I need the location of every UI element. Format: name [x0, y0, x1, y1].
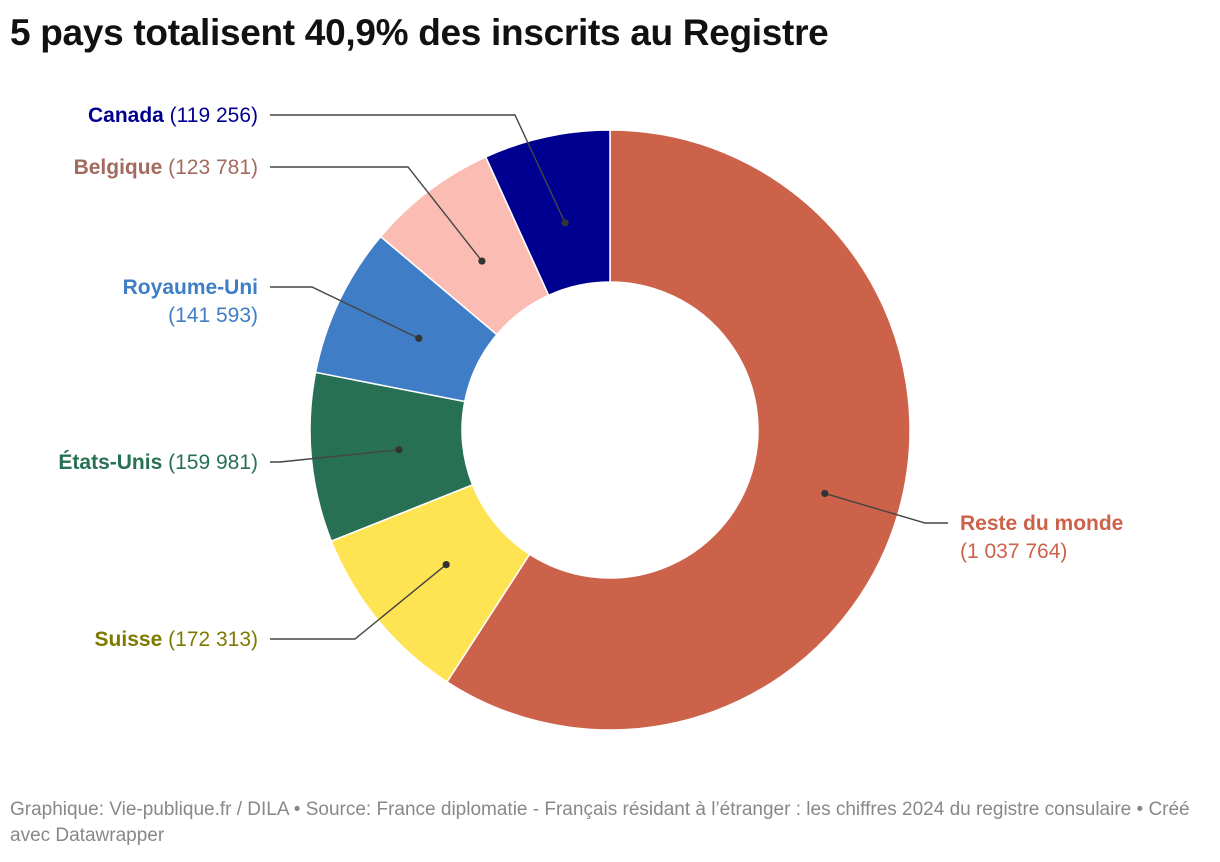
slice-reste-du-monde — [445, 129, 911, 731]
label-value: (159 981) — [162, 451, 258, 474]
label-value: (172 313) — [162, 628, 258, 651]
leader-dot-suisse — [442, 560, 450, 569]
label-canada: Canada (119 256) — [88, 104, 258, 127]
chart-footer: Graphique: Vie-publique.fr / DILA • Sour… — [10, 799, 1190, 846]
label-etats-unis: États-Unis (159 981) — [58, 451, 258, 474]
leader-dot-canada — [561, 219, 569, 227]
label-royaume-uni: Royaume-Uni (141 593) — [123, 276, 258, 327]
footer-credit: Graphique: Vie-publique.fr / DILA — [10, 799, 289, 820]
slice-labels: Reste du monde (1 037 764) Suisse (172 313… — [58, 104, 1123, 651]
leader-line-canada — [270, 114, 566, 224]
label-reste-du-monde: Reste du monde (1 037 764) — [960, 512, 1123, 563]
label-name: États-Unis — [58, 451, 162, 474]
label-name: Reste du monde — [960, 512, 1123, 535]
footer-source: Source: France diplomatie - Français rés… — [305, 799, 1132, 820]
leader-line-belgique — [270, 166, 483, 262]
label-value: (119 256) — [164, 104, 258, 127]
label-leader-lines — [270, 114, 948, 640]
label-suisse: Suisse (172 313) — [95, 628, 258, 651]
leader-dot-reste-du-monde — [821, 489, 829, 498]
label-name: Suisse — [95, 628, 163, 651]
leader-line-etats-unis — [270, 448, 399, 463]
leader-line-royaume-uni — [270, 286, 420, 339]
leader-dot-etats-unis — [395, 446, 403, 454]
leader-line-reste-du-monde — [824, 492, 948, 524]
label-name: Belgique — [74, 156, 163, 179]
footer-tool: Créé avec Datawrapper — [10, 799, 1190, 846]
label-value: (123 781) — [162, 156, 258, 179]
leader-dot-royaume-uni — [415, 334, 423, 342]
label-value: (141 593) — [168, 304, 258, 327]
label-name: Royaume-Uni — [123, 276, 258, 299]
leader-dot-belgique — [478, 257, 486, 265]
label-value: (1 037 764) — [960, 540, 1067, 563]
donut-chart: Reste du monde (1 037 764) Suisse (172 313… — [58, 104, 1123, 731]
label-belgique: Belgique (123 781) — [74, 156, 258, 179]
slice-canada — [484, 129, 611, 297]
donut-slices — [309, 129, 911, 731]
leader-line-suisse — [270, 564, 447, 640]
chart-title: 5 pays totalisent 40,9% des inscrits au … — [10, 12, 829, 53]
label-name: Canada — [88, 104, 164, 127]
